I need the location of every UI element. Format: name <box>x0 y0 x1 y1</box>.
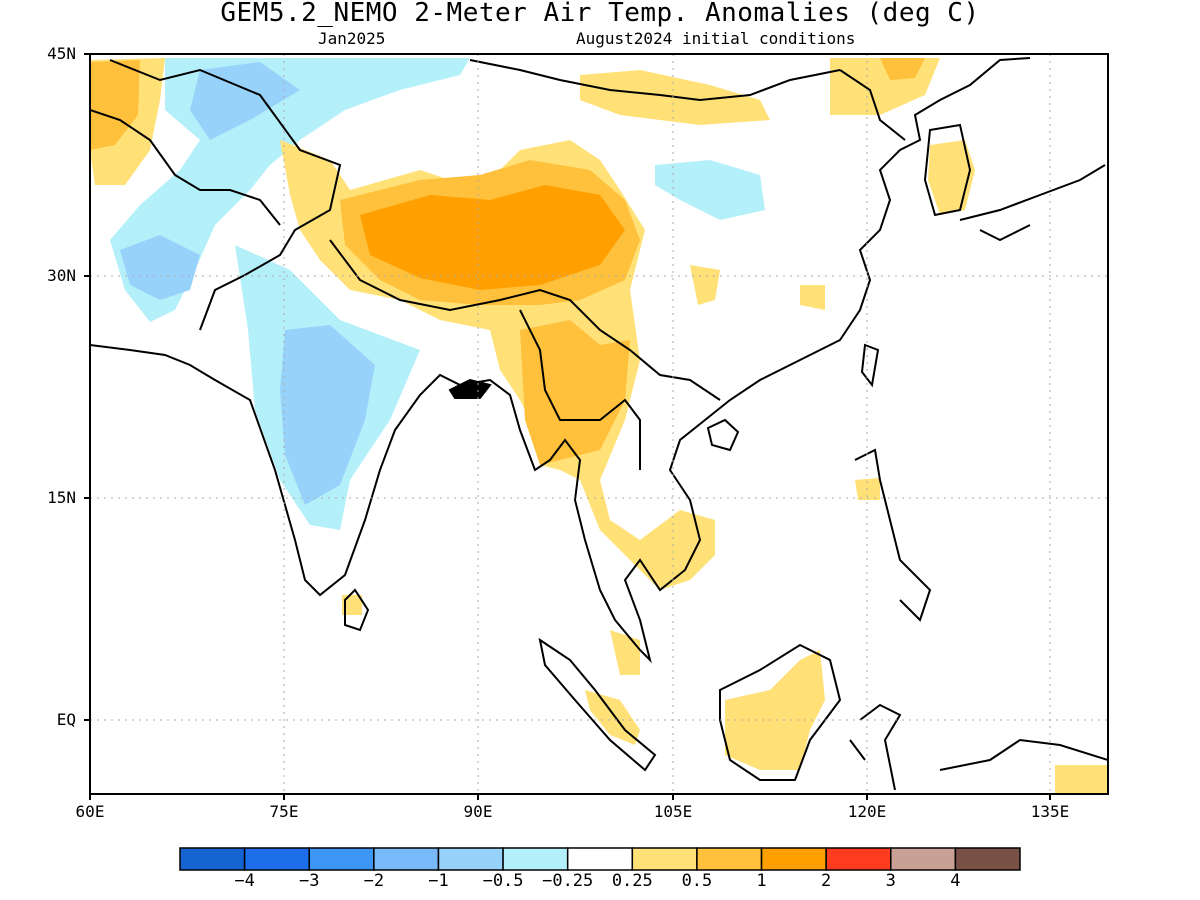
warm-anomaly-malaya <box>610 630 640 675</box>
warm-anomaly-northeast-core <box>880 58 925 80</box>
lat-label-30n: 30N <box>47 266 76 285</box>
cool-anomaly-central-asia-core <box>190 62 300 140</box>
warm-anomaly-tibet-core <box>360 185 625 290</box>
colorbar-label: −4 <box>234 871 255 891</box>
lon-label-75e: 75E <box>269 802 299 821</box>
lon-label-90e: 90E <box>463 802 493 821</box>
axis-ticks <box>84 53 1051 800</box>
cool-anomaly-india-core <box>280 325 375 505</box>
colorbar-label: 0.25 <box>611 871 653 891</box>
colorbar-label: −1 <box>428 871 449 891</box>
warm-anomaly-china-coast <box>800 285 825 310</box>
colorbar-swatch <box>890 847 957 871</box>
warm-anomaly-srilanka <box>342 595 362 615</box>
warm-anomaly-china-south <box>690 265 720 305</box>
colorbar-label: 0.5 <box>681 871 713 891</box>
colorbar-swatch <box>308 847 375 871</box>
lon-label-135e: 135E <box>1030 802 1070 821</box>
colorbar-swatch <box>825 847 892 871</box>
colorbar-label: −0.25 <box>542 871 594 891</box>
colorbar-label: 2 <box>821 871 832 891</box>
lat-label-eq: EQ <box>56 710 76 729</box>
colorbar-swatch <box>243 847 310 871</box>
colorbar <box>179 847 1021 871</box>
colorbar-label: −0.5 <box>482 871 524 891</box>
colorbar-label: 4 <box>950 871 961 891</box>
colorbar-swatch <box>954 847 1021 871</box>
warm-anomaly-myanmar <box>520 320 630 465</box>
warm-anomaly-borneo <box>725 650 825 770</box>
colorbar-label: −3 <box>298 871 320 891</box>
colorbar-swatch <box>696 847 763 871</box>
anomaly-map <box>90 54 1108 794</box>
colorbar-swatch <box>760 847 827 871</box>
colorbar-label: 1 <box>756 871 767 891</box>
initial-conditions-label: August2024 initial conditions <box>576 29 856 48</box>
coastlines <box>90 57 1108 791</box>
lon-label-60e: 60E <box>75 802 105 821</box>
graticule <box>90 54 1108 794</box>
forecast-month: Jan2025 <box>318 29 386 48</box>
colorbar-swatch <box>437 847 504 871</box>
lon-label-120e: 120E <box>847 802 887 821</box>
colorbar-swatch <box>631 847 698 871</box>
colorbar-label: 3 <box>885 871 896 891</box>
warm-anomaly-west-core <box>90 60 140 150</box>
lon-label-105e: 105E <box>653 802 693 821</box>
warm-anomaly-png <box>1055 765 1108 794</box>
cool-anomaly-pakistan <box>120 235 200 300</box>
lat-label-15n: 15N <box>47 488 76 507</box>
colorbar-swatch <box>373 847 440 871</box>
colorbar-swatch <box>566 847 634 871</box>
cool-anomaly-china <box>655 160 765 220</box>
colorbar-swatch <box>179 847 246 871</box>
lat-label-45n: 45N <box>47 44 76 63</box>
colorbar-label: −2 <box>363 871 385 891</box>
colorbar-swatch <box>502 847 569 871</box>
map-title: GEM5.2_NEMO 2-Meter Air Temp. Anomalies … <box>220 0 980 28</box>
map-frame <box>89 53 1109 795</box>
